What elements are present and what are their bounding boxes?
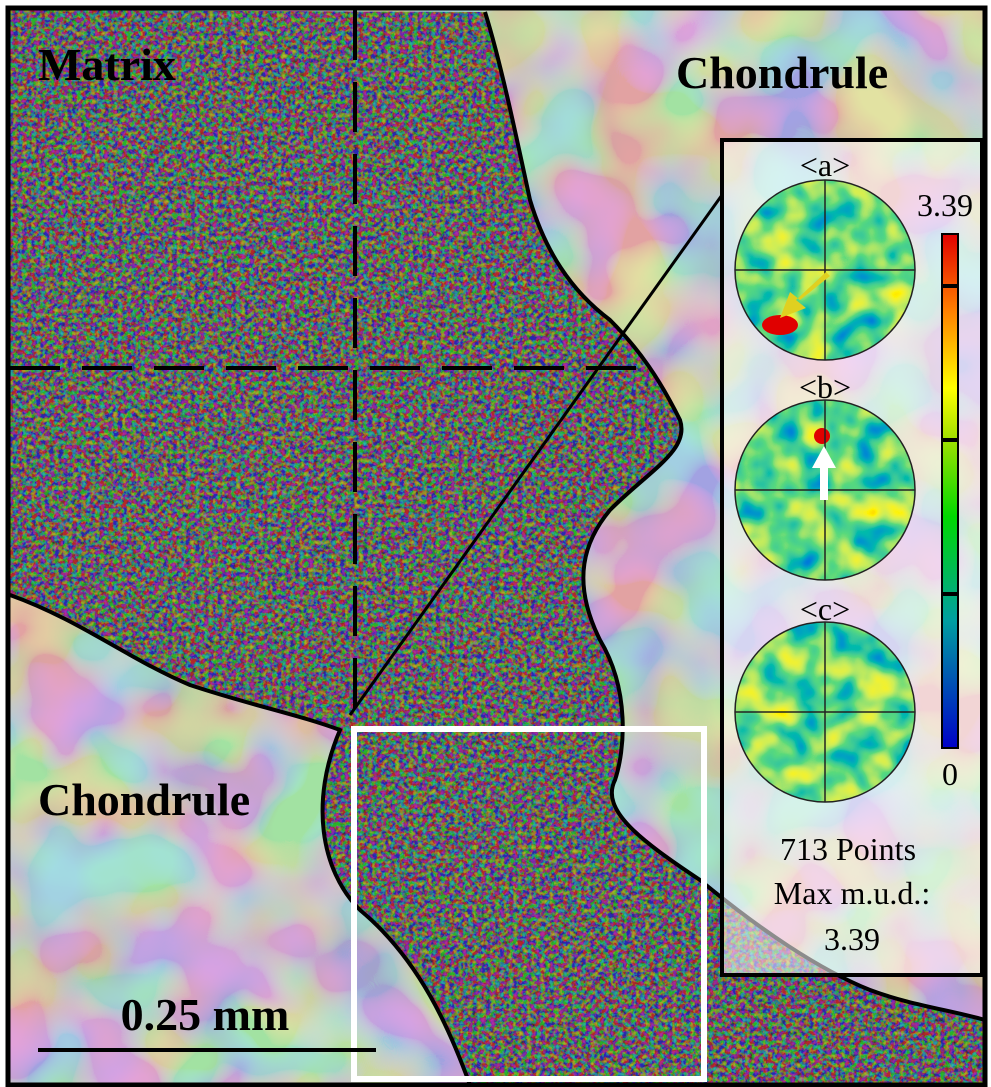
max-mud-label: Max m.u.d.: — [774, 875, 930, 911]
label-chondrule: Chondrule — [676, 47, 888, 98]
pole-figure-label: <a> — [800, 147, 850, 183]
label-matrix: Matrix — [38, 39, 176, 90]
figure: Matrix Chondrule Chondrule 0.25 mm <a> <… — [0, 0, 991, 1087]
colorbar-max: 3.39 — [917, 187, 973, 223]
colorbar-min: 0 — [942, 756, 958, 792]
max-mud-value: 3.39 — [824, 921, 880, 957]
label-chondrule: Chondrule — [38, 774, 250, 825]
points-count: 713 Points — [780, 831, 916, 867]
inset: <a> <b> <c> 3.39 0 713 Points Max m.u.d.… — [710, 140, 982, 975]
scale-bar-label: 0.25 mm — [121, 989, 290, 1040]
colorbar — [942, 234, 958, 748]
